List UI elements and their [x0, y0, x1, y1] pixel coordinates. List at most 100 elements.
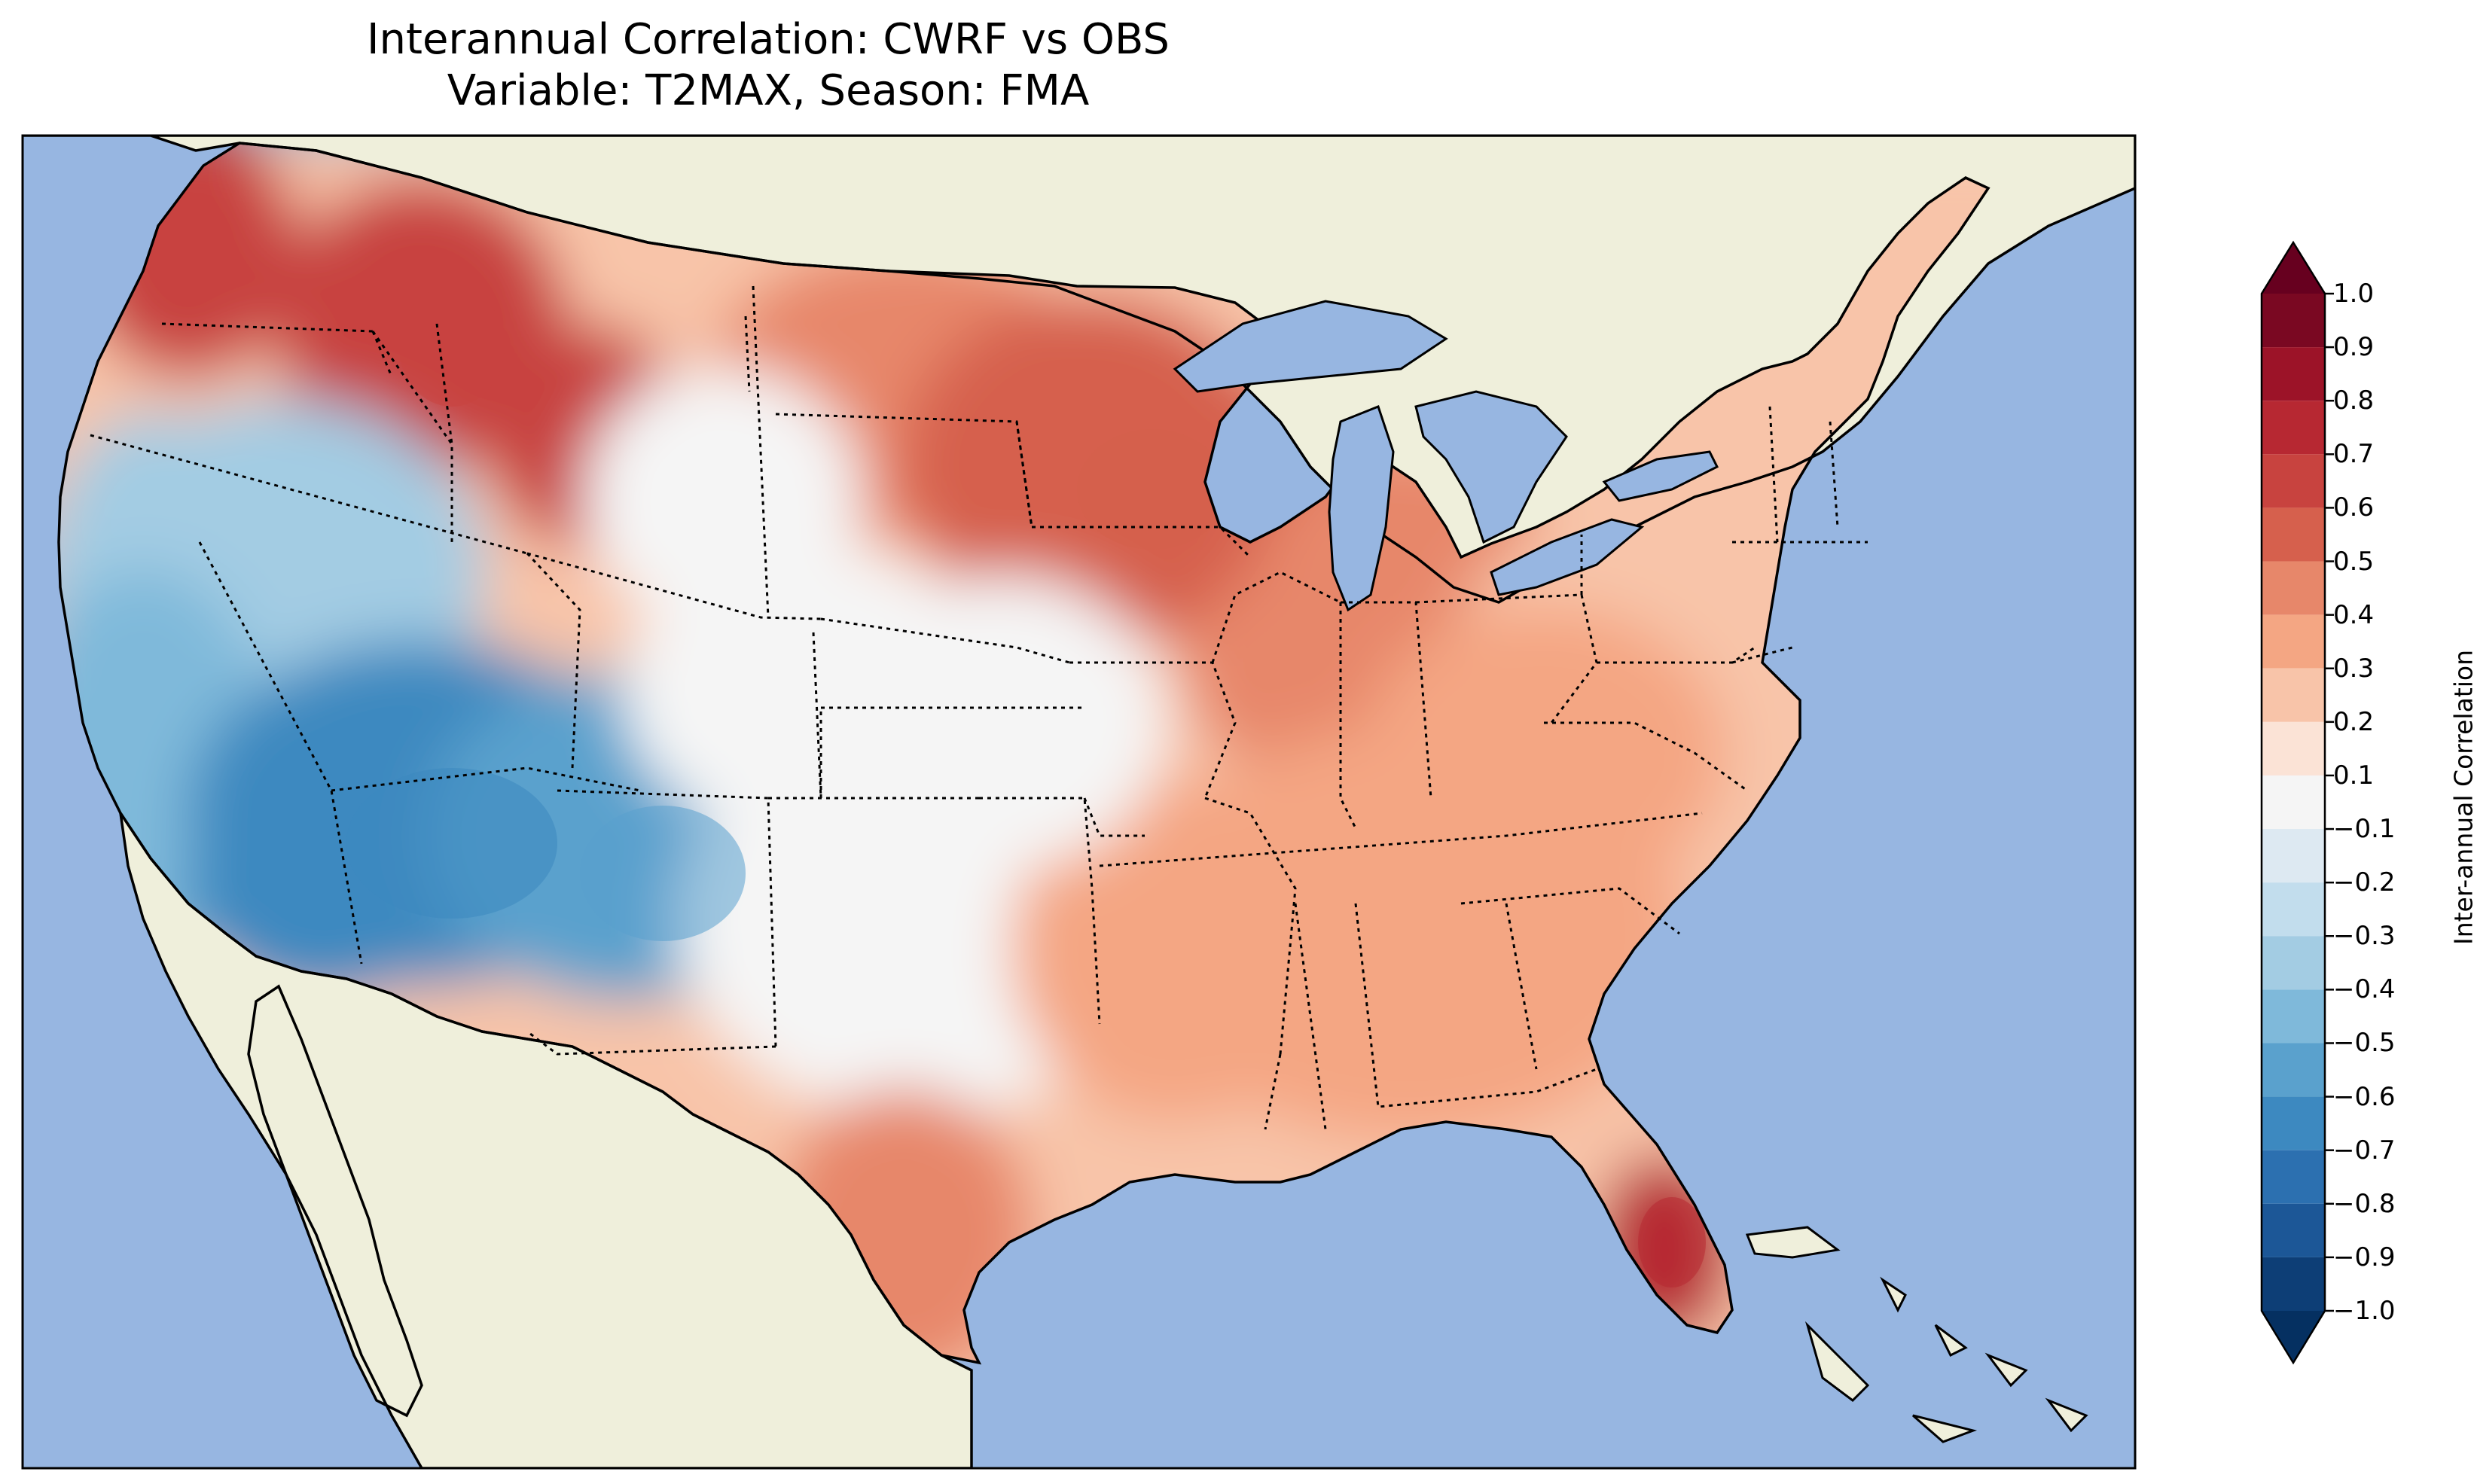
colorbar-bin — [2262, 507, 2325, 562]
island-0 — [1745, 1226, 1841, 1259]
colorbar-tick-label: 0.4 — [2333, 599, 2375, 630]
colorbar-tick-label: 0.5 — [2333, 546, 2375, 577]
state-border-10 — [526, 1030, 776, 1056]
colorbar-bin — [2262, 1150, 2325, 1204]
mexico-coastline — [119, 812, 973, 1468]
colorbar-bin — [2262, 1043, 2325, 1097]
colorbar-bin — [2262, 775, 2325, 830]
state-border-7 — [526, 552, 581, 769]
state-border-33 — [1505, 903, 1538, 1070]
field-central-plains — [584, 367, 862, 627]
state-border-35 — [1768, 406, 1779, 543]
colorbar-tick-label: −0.8 — [2333, 1188, 2396, 1219]
island-2 — [1880, 1276, 1907, 1313]
colorbar-bin — [2262, 882, 2325, 937]
state-border-40 — [435, 323, 453, 445]
colorbar-tick-label: −0.6 — [2333, 1081, 2396, 1112]
state-border-23 — [1099, 812, 1703, 867]
colorbar-tick-label: −0.3 — [2333, 921, 2396, 952]
field-core-northern-rockies — [399, 286, 505, 407]
state-border-36 — [1829, 421, 1839, 528]
colorbar-bin — [2262, 294, 2325, 348]
lake-3 — [1490, 518, 1645, 596]
colorbar-bin — [2262, 1257, 2325, 1311]
colorbar-tick-label: −0.9 — [2333, 1242, 2396, 1272]
island-3 — [1934, 1324, 1968, 1358]
great-lakes — [1173, 300, 1719, 612]
field-southeast — [1010, 776, 1340, 1122]
island-1 — [1804, 1321, 1870, 1402]
lake-0 — [1173, 300, 1448, 393]
lake-4 — [1602, 450, 1719, 502]
colorbar-bin — [2262, 721, 2325, 776]
colorbar-bin — [2262, 454, 2325, 508]
state-border-27 — [1354, 903, 1597, 1108]
colorbar-bin — [2262, 347, 2325, 401]
state-border-19 — [1032, 526, 1252, 559]
colorbar-tick-label: −0.5 — [2333, 1028, 2396, 1059]
state-border-21 — [1211, 571, 1341, 663]
colorbar-tick-label: −0.1 — [2333, 814, 2396, 845]
state-border-24 — [1339, 602, 1357, 829]
colorbar-bin — [2262, 936, 2325, 990]
colorbar-tick-label: 0.9 — [2333, 332, 2375, 363]
state-border-22 — [1204, 797, 1297, 1055]
state-border-12 — [820, 617, 1070, 664]
colorbar-bin — [2262, 1096, 2325, 1150]
field-core-florida-south — [1638, 1197, 1706, 1287]
colorbar-bin — [2262, 401, 2325, 455]
colorbar-tick-label: 0.3 — [2333, 653, 2375, 684]
colorbar-tick-label: 0.1 — [2333, 760, 2375, 791]
colorbar-bin — [2262, 561, 2325, 615]
state-border-5 — [198, 541, 363, 964]
caribbean-islands — [1745, 1226, 2088, 1443]
chart-title-line-2: Variable: T2MAX, Season: FMA — [447, 66, 1090, 115]
colorbar-bin — [2262, 989, 2325, 1044]
state-border-6 — [331, 766, 641, 792]
field-core-southwest-desert — [346, 768, 557, 919]
colorbar-extend-max — [2262, 242, 2325, 294]
colorbar-extend-min — [2262, 1311, 2325, 1363]
colorbar-bin — [2262, 829, 2325, 883]
colorbar-bin — [2262, 614, 2325, 669]
colorbar-bin — [2262, 1203, 2325, 1257]
colorbar-tick-label: 0.2 — [2333, 706, 2375, 737]
baja-california-land — [249, 986, 422, 1415]
state-border-0 — [90, 434, 528, 555]
colorbar-tick-label: −1.0 — [2333, 1296, 2396, 1326]
state-border-1 — [161, 322, 374, 333]
state-border-34 — [1731, 646, 1793, 664]
colorbar-tick-label: 0.6 — [2333, 492, 2375, 523]
colorbar-tick-label: 0.7 — [2333, 439, 2375, 470]
state-border-13 — [752, 285, 770, 618]
island-6 — [1912, 1414, 1978, 1443]
field-central-plains — [837, 575, 1167, 870]
field-core-four-corners — [580, 806, 746, 941]
colorbar-label: Inter-annual Correlation — [2448, 649, 2474, 946]
colorbar-tick-label: 0.8 — [2333, 385, 2375, 416]
colorbar-tick-label: −0.4 — [2333, 974, 2396, 1005]
state-border-15 — [1015, 421, 1033, 528]
state-border-31 — [1544, 721, 1748, 792]
field-southeast — [1362, 605, 1726, 900]
chart-title-line-1: Interannual Correlation: CWRF vs OBS — [367, 15, 1170, 64]
baja-coastline — [247, 984, 423, 1418]
colorbar-tick-label: −0.2 — [2333, 867, 2396, 898]
colorbar-tick-label: 1.0 — [2333, 279, 2375, 309]
state-border-16 — [979, 797, 1101, 1025]
field-great-lakes-michigan — [1182, 566, 1424, 774]
state-border-11 — [812, 632, 822, 799]
colorbar-bin — [2262, 668, 2325, 722]
state-border-20 — [1069, 661, 1237, 799]
state-border-32 — [1460, 887, 1680, 935]
state-border-28 — [1415, 593, 1598, 724]
colorbar-tick-label: −0.7 — [2333, 1135, 2396, 1166]
island-4 — [1984, 1352, 2028, 1388]
state-border-4 — [526, 552, 822, 620]
map-frame — [21, 134, 2137, 1470]
lake-2 — [1414, 390, 1568, 544]
state-borders — [90, 285, 1868, 1130]
island-5 — [2045, 1397, 2088, 1433]
